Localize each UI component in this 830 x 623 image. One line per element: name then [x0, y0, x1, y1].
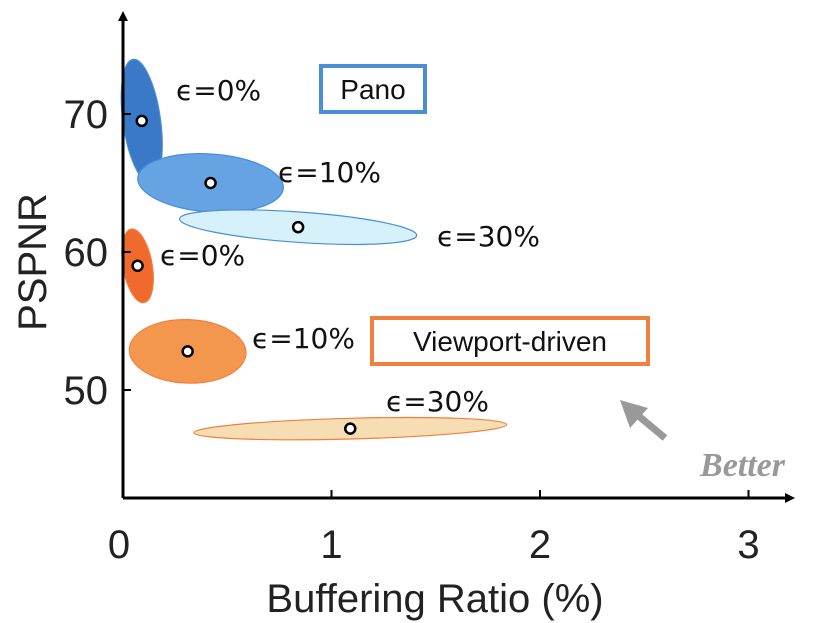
better-arrow-head [620, 400, 648, 428]
data-point [344, 422, 357, 435]
data-point [181, 345, 194, 358]
better-text: Better [699, 447, 786, 484]
y-tick-label: 70 [64, 93, 109, 137]
x-tick-label: 0 [108, 523, 130, 567]
data-point [291, 220, 305, 234]
y-tick-label: 60 [64, 231, 109, 275]
point-label: ϵ=30% [437, 220, 540, 253]
point-labels: ϵ=0% ϵ=10% ϵ=30% ϵ=0% ϵ=10% ϵ=30% [160, 74, 540, 418]
better-annotation: Better [620, 400, 786, 484]
tick-labels: 0 1 2 3 50 60 70 [64, 93, 760, 567]
point-label: ϵ=0% [160, 239, 245, 272]
axes [118, 11, 795, 503]
series-labels: Pano Viewport-driven [319, 64, 650, 366]
point-label: ϵ=10% [252, 322, 355, 355]
data-point [131, 259, 144, 273]
data-points [131, 114, 357, 435]
x-axis-title: Buffering Ratio (%) [266, 577, 603, 621]
series-label-box [319, 64, 427, 114]
series-label-box [370, 316, 650, 366]
x-tick-label: 1 [320, 523, 342, 567]
x-tick-label: 2 [529, 523, 551, 567]
y-axis-title: PSPNR [11, 193, 55, 331]
point-label: ϵ=30% [386, 385, 489, 418]
data-point [204, 176, 217, 190]
better-arrow-shaft [632, 410, 668, 441]
x-tick-label: 3 [737, 523, 759, 567]
data-point [135, 114, 149, 128]
point-label: ϵ=0% [176, 74, 261, 107]
point-label: ϵ=10% [278, 156, 381, 189]
series-label: Viewport-driven [413, 326, 607, 357]
y-tick-label: 50 [64, 369, 109, 413]
series-label: Pano [340, 74, 405, 105]
